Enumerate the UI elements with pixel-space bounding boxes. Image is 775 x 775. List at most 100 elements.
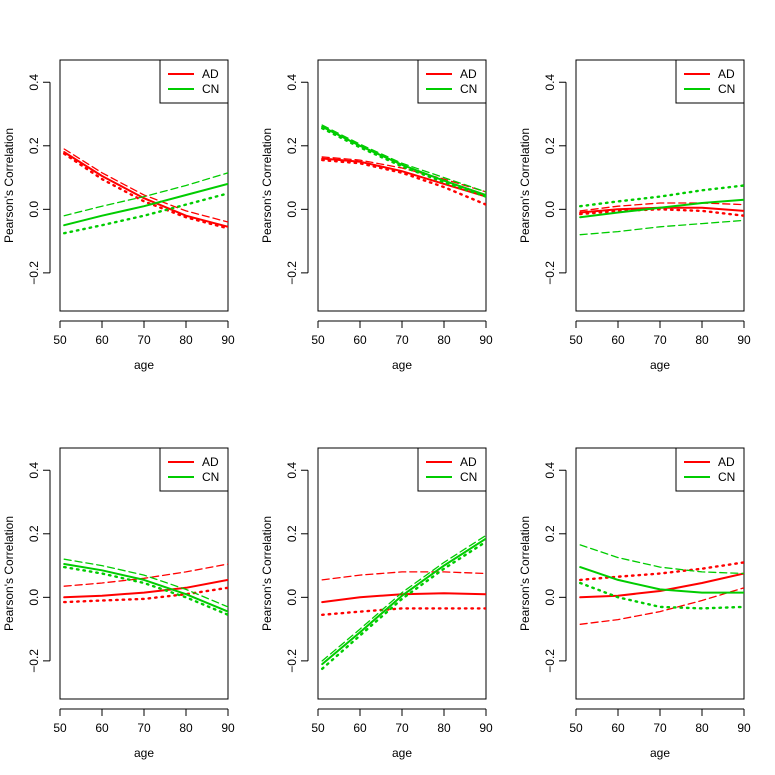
- x-tick-label: 60: [95, 333, 109, 347]
- legend-box: [159, 447, 229, 492]
- series-line-cn-dotted: [579, 184, 744, 208]
- y-tick-label: 0.0: [543, 201, 557, 218]
- y-tick-label: 0.4: [285, 462, 299, 479]
- series-group: [579, 184, 744, 236]
- series-group: [62, 148, 228, 235]
- x-tick-label: 90: [221, 721, 235, 735]
- legend-label-ad: AD: [202, 67, 219, 81]
- y-tick-label: −0.2: [285, 261, 299, 285]
- y-tick-label: 0.2: [27, 137, 41, 154]
- x-tick-label: 50: [311, 721, 325, 735]
- x-tick-label: 50: [53, 721, 67, 735]
- series-group: [321, 534, 486, 670]
- x-tick-label: 60: [353, 721, 367, 735]
- x-tick-label: 80: [179, 333, 193, 347]
- legend-box: [675, 447, 745, 492]
- x-tick-label: 60: [611, 721, 625, 735]
- legend-box: [417, 447, 487, 492]
- panel-2: 50 60 70 80 90 age −0.2 0.0 0.2 0.4 Pearson's Corr…: [260, 59, 493, 372]
- x-tick-label: 50: [311, 333, 325, 347]
- series-line-ad-solid: [63, 151, 228, 228]
- x-axis-label: age: [650, 746, 670, 760]
- y-tick-label: 0.0: [27, 589, 41, 606]
- y-tick-label: −0.2: [543, 261, 557, 285]
- series-line-cn-solid: [579, 198, 744, 219]
- y-tick-label: −0.2: [27, 649, 41, 673]
- series-line-ad-solid: [321, 592, 486, 604]
- plot-frame: [59, 59, 229, 312]
- y-axis-label: Pearson's Correlation: [2, 128, 16, 243]
- x-tick-label: 70: [137, 333, 151, 347]
- y-tick-label: 0.2: [543, 525, 557, 542]
- y-tick-label: 0.2: [285, 525, 299, 542]
- x-tick-label: 60: [353, 333, 367, 347]
- series-line-cn-dashed: [63, 558, 228, 608]
- series-line-cn-dotted: [321, 127, 486, 198]
- x-axis-label: age: [392, 358, 412, 372]
- series-line-cn-solid: [63, 182, 228, 227]
- legend-label-ad: AD: [460, 67, 477, 81]
- legend-label-cn: CN: [202, 470, 219, 484]
- legend-label-cn: CN: [718, 470, 735, 484]
- series-line-ad-solid: [321, 157, 486, 198]
- x-axis-label: age: [134, 358, 154, 372]
- legend-box: [675, 59, 745, 104]
- panel-1: 50 60 70 80 90 age −0.2 0.0 0.2 0.4 Pearson's Corr…: [2, 59, 235, 372]
- y-tick-label: 0.2: [543, 137, 557, 154]
- series-line-cn-dotted: [62, 565, 228, 616]
- x-tick-label: 50: [53, 333, 67, 347]
- legend-box: [417, 59, 487, 104]
- legend-label-cn: CN: [718, 82, 735, 96]
- x-tick-label: 80: [179, 721, 193, 735]
- x-tick-label: 70: [137, 721, 151, 735]
- y-axis-label: Pearson's Correlation: [2, 516, 16, 631]
- x-tick-label: 90: [737, 333, 751, 347]
- y-tick-label: −0.2: [285, 649, 299, 673]
- series-line-ad-dashed: [579, 587, 744, 625]
- y-tick-label: 0.2: [285, 137, 299, 154]
- x-axis-label: age: [650, 358, 670, 372]
- x-tick-label: 80: [437, 721, 451, 735]
- series-line-ad-dashed: [63, 563, 228, 587]
- x-tick-label: 70: [653, 721, 667, 735]
- y-tick-label: 0.4: [543, 74, 557, 91]
- series-line-cn-solid: [579, 566, 744, 594]
- panel-3: 50 60 70 80 90 age −0.2 0.0 0.2 0.4 Pearson's Corr…: [518, 59, 751, 372]
- plot-frame: [317, 59, 487, 312]
- y-tick-label: 0.0: [285, 589, 299, 606]
- series-group: [321, 124, 486, 206]
- series-line-ad-solid: [63, 578, 228, 599]
- series-line-cn-dashed: [579, 544, 744, 575]
- series-line-cn-solid: [63, 563, 228, 613]
- series-line-cn-dashed: [63, 172, 228, 217]
- series-line-cn-dotted: [321, 540, 486, 670]
- y-tick-label: 0.0: [285, 201, 299, 218]
- y-axis-label: Pearson's Correlation: [260, 516, 274, 631]
- legend-label-ad: AD: [202, 455, 219, 469]
- panel-6: 50 60 70 80 90 age −0.2 0.0 0.2 0.4 Pearson's Corr…: [518, 447, 751, 760]
- series-line-ad-solid: [579, 572, 744, 599]
- series-line-ad-dashed: [63, 148, 228, 223]
- x-axis-label: age: [392, 746, 412, 760]
- x-tick-label: 50: [569, 333, 583, 347]
- series-line-cn-dotted: [62, 192, 228, 235]
- series-line-ad-dotted: [579, 561, 744, 582]
- panel-4: 50 60 70 80 90 age −0.2 0.0 0.2 0.4 Pearson's Corr…: [2, 447, 235, 760]
- series-line-ad-dashed: [321, 156, 486, 193]
- x-tick-label: 50: [569, 721, 583, 735]
- y-tick-label: −0.2: [27, 261, 41, 285]
- legend-label-cn: CN: [460, 470, 477, 484]
- panel-5: 50 60 70 80 90 age −0.2 0.0 0.2 0.4 Pearson's Corr…: [260, 447, 493, 760]
- y-tick-label: 0.4: [27, 74, 41, 91]
- legend-label-ad: AD: [460, 455, 477, 469]
- plot-frame: [59, 447, 229, 700]
- series-line-cn-solid: [321, 125, 486, 196]
- y-tick-label: 0.0: [543, 589, 557, 606]
- series-line-ad-dashed: [321, 571, 486, 581]
- x-tick-label: 90: [221, 333, 235, 347]
- series-line-cn-dashed: [321, 534, 486, 662]
- plot-frame: [317, 447, 487, 700]
- x-tick-label: 90: [737, 721, 751, 735]
- x-tick-label: 90: [479, 721, 493, 735]
